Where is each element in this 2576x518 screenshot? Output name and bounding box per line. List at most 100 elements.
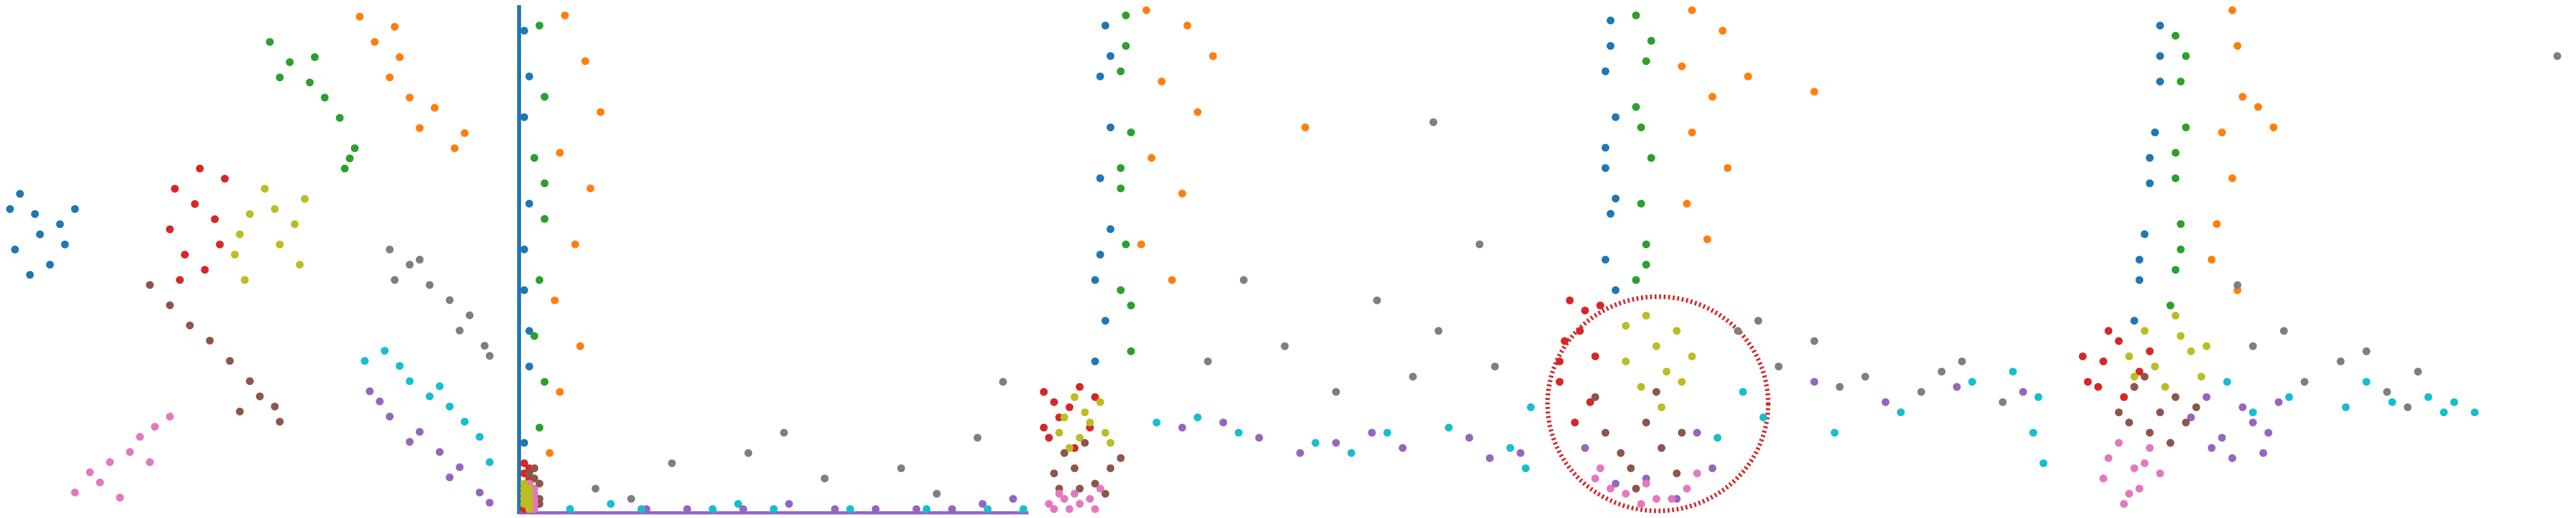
scatter-point: [1127, 347, 1135, 356]
scatter-point: [296, 260, 304, 269]
scatter-point: [1255, 434, 1263, 442]
scatter-point: [1071, 464, 1079, 473]
scatter-point: [591, 484, 600, 493]
scatter-point: [1677, 62, 1686, 71]
scatter-point: [1071, 393, 1079, 401]
scatter-point: [415, 256, 424, 264]
scatter-point: [541, 378, 549, 386]
scatter-point: [2029, 428, 2037, 437]
scatter-point: [1657, 444, 1666, 452]
scatter-point: [535, 21, 544, 30]
panel-5-series-9: [2125, 312, 2211, 391]
scatter-point: [2228, 174, 2237, 182]
scatter-point: [426, 392, 434, 401]
scatter-point: [1122, 11, 1130, 19]
scatter-point: [1688, 352, 1696, 360]
scatter-point: [2146, 428, 2154, 437]
scatter-point: [2450, 398, 2459, 406]
scatter-point: [1465, 434, 1474, 442]
panel-3-series-9: [1055, 393, 1115, 452]
scatter-point: [1673, 327, 1681, 335]
scatter-point: [2141, 230, 2149, 238]
scatter-point: [2440, 408, 2448, 417]
scatter-point: [1039, 423, 1048, 432]
scatter-point: [1652, 342, 1660, 351]
scatter-point: [2233, 42, 2242, 50]
scatter-point: [321, 93, 329, 102]
scatter-point: [535, 480, 544, 487]
scatter-point: [530, 464, 539, 473]
panel-4-ring-outline: [1545, 294, 1771, 513]
scatter-point: [1952, 383, 1961, 391]
scatter-point: [385, 412, 394, 421]
panel-4-series-9: [1622, 312, 1696, 412]
scatter-point: [165, 412, 174, 421]
panel-4-series-8: [1734, 317, 2007, 406]
scatter-point: [1147, 154, 1156, 162]
scatter-point: [1575, 327, 1584, 335]
scatter-point: [1632, 11, 1640, 19]
panel-1-series-4: [165, 164, 229, 284]
scatter-point: [2104, 327, 2113, 335]
scatter-point: [350, 144, 359, 153]
scatter-point: [2264, 428, 2272, 437]
scatter-point: [246, 377, 254, 386]
scatter-point: [1611, 286, 1620, 294]
scatter-point: [1516, 449, 1525, 457]
scatter-point: [2146, 154, 2154, 162]
scatter-point: [1429, 118, 1438, 127]
scatter-point: [530, 332, 539, 340]
scatter-point: [485, 352, 494, 360]
scatter-point: [1836, 383, 1844, 391]
scatter-point: [361, 357, 369, 365]
scatter-point: [780, 428, 788, 437]
scatter-point: [396, 53, 404, 61]
scatter-point: [2285, 393, 2293, 401]
scatter-point: [430, 104, 439, 112]
scatter-point: [1938, 367, 1946, 376]
scatter-point: [265, 38, 274, 46]
scatter-point: [2176, 332, 2185, 340]
scatter-point: [831, 505, 839, 513]
scatter-point: [2176, 77, 2185, 86]
scatter-point: [2135, 484, 2144, 493]
scatter-point: [1555, 357, 1564, 365]
scatter-point: [86, 468, 94, 476]
scatter-point: [1009, 495, 1017, 503]
scatter-point: [1734, 327, 1742, 335]
scatter-point: [2130, 464, 2139, 473]
scatter-point: [406, 93, 414, 102]
panel-3-series-6: [1050, 439, 1125, 498]
panel-4-series-6: [1591, 388, 1686, 493]
scatter-point: [1096, 72, 1104, 80]
scatter-point: [261, 184, 269, 193]
scatter-point: [984, 505, 992, 513]
scatter-point: [1101, 21, 1110, 30]
scatter-point: [1117, 67, 1125, 75]
scatter-point: [1693, 469, 1701, 478]
scatter-point: [236, 408, 244, 415]
scatter-point: [2135, 367, 2144, 376]
panel-2-series-10: [566, 500, 1028, 513]
scatter-point: [2156, 52, 2164, 60]
scatter-point: [973, 434, 982, 442]
scatter-point: [1647, 154, 1655, 162]
scatter-point: [1117, 164, 1125, 172]
scatter-point: [271, 205, 279, 213]
scatter-point: [571, 240, 579, 249]
scatter-point: [406, 377, 414, 386]
scatter-point: [607, 500, 615, 508]
scatter-point: [2151, 362, 2159, 371]
scatter-point: [739, 505, 747, 513]
scatter-point: [115, 493, 124, 502]
scatter-point: [1096, 174, 1104, 182]
scatter-point: [1106, 52, 1115, 60]
scatter-point: [555, 149, 564, 157]
scatter-point: [1611, 194, 1620, 203]
scatter-point: [1708, 464, 1717, 473]
scatter-point: [151, 423, 159, 431]
scatter-point: [1861, 373, 1869, 381]
scatter-point: [1718, 27, 1727, 35]
scatter-point: [1642, 418, 1650, 426]
scatter-point: [446, 402, 454, 411]
